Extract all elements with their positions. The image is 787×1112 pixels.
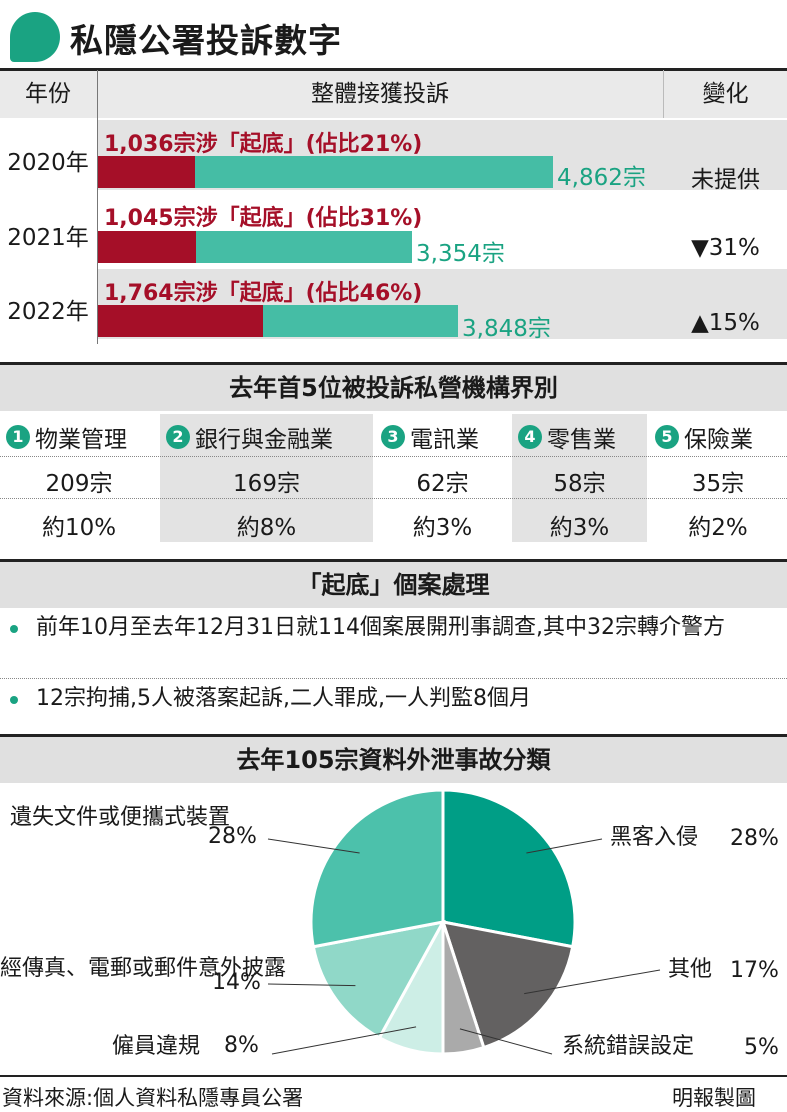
rank-badge-icon: 3 [381,425,405,449]
table-header-bg [0,70,787,118]
doxxing-label: 1,036宗涉「起底」(佔比21%) [104,132,423,157]
pie-slice [440,920,575,1050]
industries-section-title: 去年首5位被投訴私營機構界別 [0,362,787,411]
industry-count: 62宗 [416,471,469,497]
bar-doxxing-2021 [98,231,196,263]
leader-line [459,1028,553,1055]
pie-percent: 17% [730,958,779,983]
pie-percent: 28% [208,824,257,849]
pie-label: 遺失文件或便攜式裝置 [10,805,231,830]
pie-chart [267,788,661,1056]
industry-column: 1 物業管理 209宗 約10% [0,414,158,542]
industry-name: 2 銀行與金融業 [166,420,333,454]
bullet-icon [10,696,18,704]
row-divider [0,498,787,499]
industry-count: 209宗 [45,471,113,497]
leader-line [267,983,356,987]
industry-column: 2 銀行與金融業 169宗 約8% [160,414,373,542]
leader-line [267,838,360,854]
doxxing-section-title: 「起底」個案處理 [0,559,787,608]
industry-name: 3 電訊業 [381,420,479,454]
bar-doxxing-2020 [98,156,195,188]
pie-percent: 8% [224,1033,259,1058]
industry-count: 35宗 [691,471,745,497]
industry-name: 5 保險業 [655,420,753,454]
leader-line [526,838,603,854]
pie-percent: 28% [730,826,779,851]
doxxing-label: 1,764宗涉「起底」(佔比46%) [104,281,423,306]
rank-badge-icon: 4 [518,425,542,449]
industry-share: 約8% [236,515,297,541]
industry-count: 169宗 [233,471,300,497]
bullet-item: 12宗拘捕,5人被落案起訴,二人罪成,一人判監8個月 [36,686,531,711]
leader-line [271,1026,417,1055]
change-value: 未提供 [691,167,760,193]
bar-doxxing-2022 [98,305,263,337]
year-label: 2022年 [7,299,89,325]
year-label: 2021年 [7,225,89,251]
pie-label: 經傳真、電郵或郵件意外披露 [0,956,287,981]
bar-value-label: 4,862宗 [557,165,646,191]
source-text: 資料來源:個人資料私隱專員公署 [2,1086,304,1110]
change-value: ▼31% [691,235,760,261]
rank-badge-icon: 1 [6,425,30,449]
column-divider [663,70,664,118]
pie-section-title: 去年105宗資料外泄事故分類 [0,734,787,783]
doxxing-label: 1,045宗涉「起底」(佔比31%) [104,206,423,231]
industry-count: 58宗 [553,471,606,497]
industry-name: 1 物業管理 [6,420,127,454]
pie-percent: 5% [744,1035,779,1060]
bar-value-label: 3,354宗 [416,241,505,267]
change-value: ▲15% [691,310,760,336]
column-divider [97,70,98,344]
bar-value-label: 3,848宗 [462,316,551,342]
bullet-item: 前年10月至去年12月31日就114個案展開刑事調查,其中32宗轉介警方 [36,615,725,640]
row-divider [0,456,787,457]
industry-share: 約10% [41,515,117,541]
industry-name: 4 零售業 [518,420,616,454]
pie-percent: 14% [212,970,261,995]
pie-label: 黑客入侵 [610,825,699,850]
leader-line [524,969,661,995]
pie-slice [441,788,577,949]
rank-badge-icon: 5 [655,425,679,449]
footer-divider [0,1075,787,1077]
col-year-header: 年份 [25,81,71,107]
pie-label: 系統錯誤設定 [562,1034,695,1059]
pie-label: 僱員違規 [111,1034,200,1059]
industry-column: 5 保險業 35宗 約2% [649,414,787,542]
pie-label: 其他 [668,957,713,982]
col-total-header: 整體接獲投訴 [311,81,449,107]
industry-share: 約3% [549,515,610,541]
industry-column: 4 零售業 58宗 約3% [512,414,647,542]
year-label: 2020年 [7,150,89,176]
pie-slice [309,788,445,949]
page-title: 私隱公署投訴數字 [70,21,342,60]
col-change-header: 變化 [702,81,749,107]
row-divider [0,678,787,679]
bullet-icon [10,625,18,633]
speech-bubble-icon [10,12,60,62]
credit-text: 明報製圖 [672,1086,756,1110]
pie-slice [311,919,446,1040]
industry-share: 約2% [688,515,748,541]
industry-share: 約3% [412,515,473,541]
rank-badge-icon: 2 [166,425,190,449]
industry-column: 3 電訊業 62宗 約3% [375,414,510,542]
divider [0,68,787,71]
